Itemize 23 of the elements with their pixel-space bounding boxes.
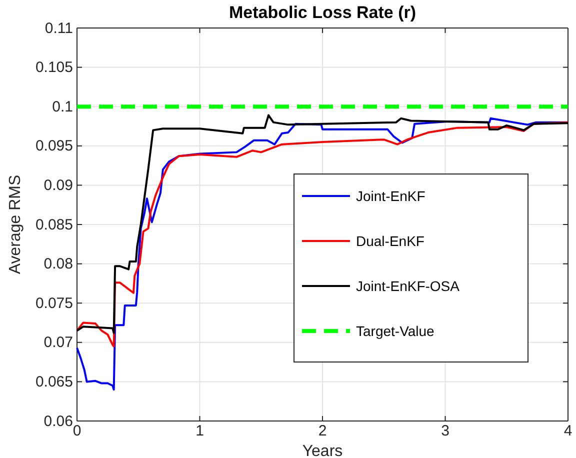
legend-label: Joint-EnKF-OSA (356, 278, 460, 294)
y-tick-label: 0.08 (44, 256, 73, 273)
y-tick-label: 0.07 (44, 334, 73, 352)
x-tick-label: 2 (318, 422, 327, 440)
legend-label: Dual-EnKF (356, 233, 424, 249)
x-tick-label: 0 (72, 422, 82, 440)
legend-label: Joint-EnKF (356, 188, 426, 204)
y-tick-label: 0.085 (35, 216, 73, 234)
y-tick-label: 0.1 (52, 98, 73, 116)
chart-title: Metabolic Loss Rate (r) (228, 3, 416, 22)
x-tick-label: 4 (564, 422, 572, 440)
y-axis-title: Average RMS (7, 174, 24, 274)
x-axis-title: Years (302, 443, 343, 458)
x-tick-label: 3 (441, 422, 450, 440)
y-tick-label: 0.06 (44, 412, 73, 430)
legend-label: Target-Value (356, 323, 435, 339)
y-tick-label: 0.075 (35, 294, 73, 312)
y-tick-label: 0.09 (44, 177, 73, 194)
y-tick-label: 0.11 (44, 20, 73, 37)
y-tick-label: 0.105 (35, 59, 73, 76)
y-tick-label: 0.065 (35, 374, 73, 390)
x-tick-label: 1 (196, 422, 204, 440)
y-tick-label: 0.095 (35, 138, 73, 155)
